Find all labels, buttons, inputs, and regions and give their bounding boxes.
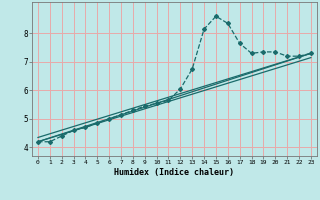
X-axis label: Humidex (Indice chaleur): Humidex (Indice chaleur) bbox=[115, 168, 234, 177]
